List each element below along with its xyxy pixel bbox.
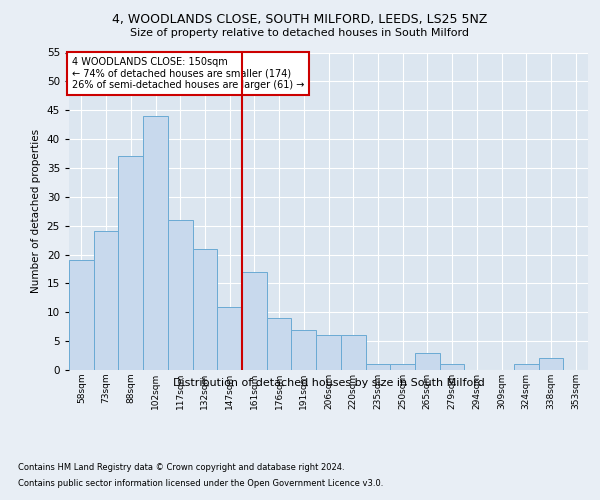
Bar: [217, 306, 242, 370]
Bar: [390, 364, 415, 370]
Bar: [440, 364, 464, 370]
Text: Contains HM Land Registry data © Crown copyright and database right 2024.: Contains HM Land Registry data © Crown c…: [18, 462, 344, 471]
Text: Distribution of detached houses by size in South Milford: Distribution of detached houses by size …: [173, 378, 485, 388]
Bar: [514, 364, 539, 370]
Bar: [341, 336, 365, 370]
Bar: [365, 364, 390, 370]
Text: Contains public sector information licensed under the Open Government Licence v3: Contains public sector information licen…: [18, 479, 383, 488]
Bar: [539, 358, 563, 370]
Bar: [69, 260, 94, 370]
Bar: [316, 336, 341, 370]
Bar: [242, 272, 267, 370]
Y-axis label: Number of detached properties: Number of detached properties: [31, 129, 41, 294]
Bar: [168, 220, 193, 370]
Text: Size of property relative to detached houses in South Milford: Size of property relative to detached ho…: [131, 28, 470, 38]
Text: 4 WOODLANDS CLOSE: 150sqm
← 74% of detached houses are smaller (174)
26% of semi: 4 WOODLANDS CLOSE: 150sqm ← 74% of detac…: [71, 58, 304, 90]
Bar: [193, 249, 217, 370]
Bar: [415, 352, 440, 370]
Bar: [292, 330, 316, 370]
Bar: [267, 318, 292, 370]
Text: 4, WOODLANDS CLOSE, SOUTH MILFORD, LEEDS, LS25 5NZ: 4, WOODLANDS CLOSE, SOUTH MILFORD, LEEDS…: [112, 12, 488, 26]
Bar: [118, 156, 143, 370]
Bar: [143, 116, 168, 370]
Bar: [94, 232, 118, 370]
